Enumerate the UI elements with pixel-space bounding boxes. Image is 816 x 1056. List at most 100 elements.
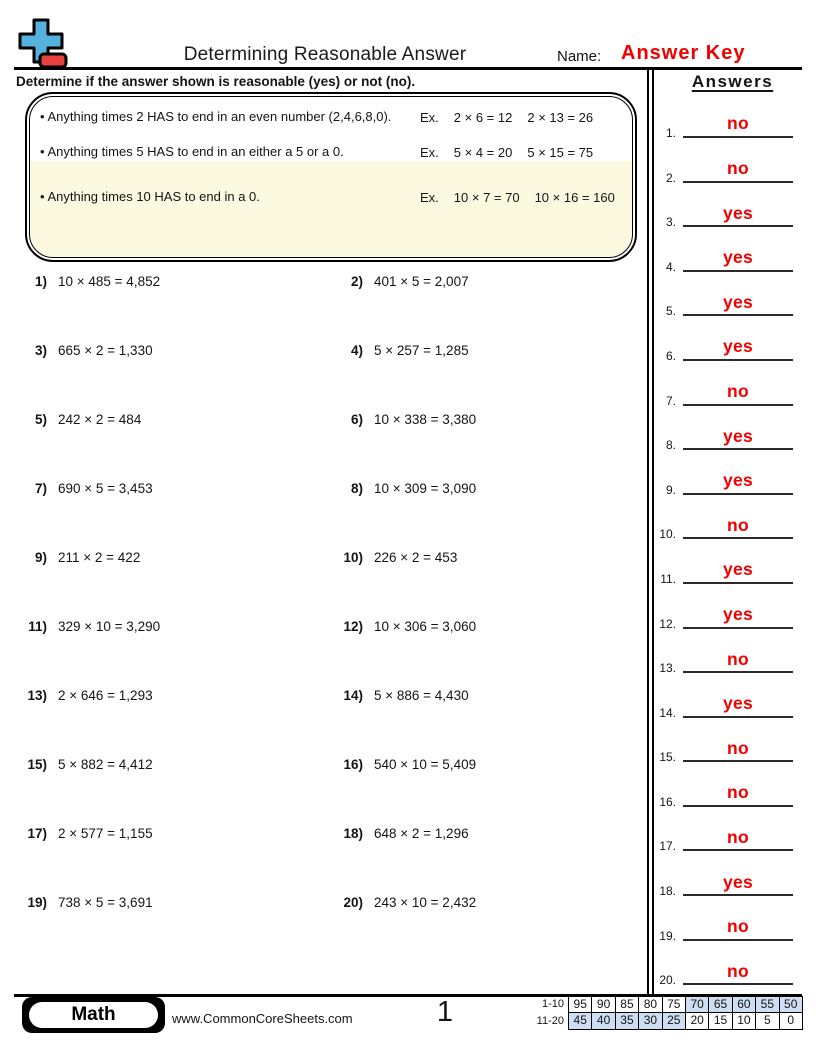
- rule-examples: Ex. 5 × 4 = 20 5 × 15 = 75: [420, 145, 593, 160]
- answer-value: no: [727, 737, 749, 758]
- answer-value: yes: [722, 247, 754, 268]
- problem-number: 12): [343, 619, 363, 634]
- score-cell: 45: [569, 1013, 593, 1030]
- problem-equation: 5 × 257 = 1,285: [374, 343, 469, 358]
- answer-value: yes: [722, 470, 754, 491]
- score-row-1-10: 1-10 95 90 85 80 75 70 65 60 55 50: [528, 996, 803, 1013]
- answer-number: 15.: [659, 750, 676, 765]
- answer-value: no: [727, 916, 749, 937]
- problem-equation: 5 × 882 = 4,412: [58, 757, 153, 772]
- subject-badge: Math: [22, 997, 165, 1033]
- answer-blank-line: yes: [683, 866, 793, 897]
- rule-text: • Anything times 5 HAS to end in an eith…: [40, 143, 344, 159]
- example-equation: 2 × 6 = 12: [453, 109, 513, 125]
- problem-number: 7): [34, 481, 47, 496]
- example-equation: 5 × 15 = 75: [527, 144, 594, 160]
- answer-key-text: Answer Key: [621, 42, 746, 64]
- problem-equation: 540 × 10 = 5,409: [374, 757, 477, 772]
- problem-equation: 10 × 306 = 3,060: [374, 619, 477, 634]
- score-cell: 50: [779, 996, 803, 1013]
- problem-9: 9) 211 × 2 = 422: [15, 550, 339, 619]
- rule-row: • Anything times 2 HAS to end in an even…: [40, 109, 624, 126]
- score-cell: 5: [756, 1013, 780, 1030]
- score-cell: 0: [779, 1013, 803, 1030]
- example-equation: 5 × 4 = 20: [453, 144, 513, 160]
- answers-list: 1. no 2. no 3. yes 4. yes 5. yes 6. yes 7. no 8…: [652, 93, 793, 987]
- score-cell: 60: [732, 996, 757, 1013]
- problem-number: 9): [34, 550, 47, 565]
- problem-equation: 690 × 5 = 3,453: [58, 481, 153, 496]
- answer-blank-line: yes: [683, 599, 793, 629]
- answer-item-1: 1. no: [652, 93, 793, 140]
- header-divider: [14, 67, 802, 70]
- scoring-table: 1-10 95 90 85 80 75 70 65 60 55 50 11-20…: [528, 996, 803, 1030]
- problem-number: 5): [34, 412, 47, 427]
- problem-row: 5) 242 × 2 = 484 6) 10 × 338 = 3,380: [15, 412, 647, 481]
- answer-number: 8.: [665, 438, 676, 453]
- problem-equation: 5 × 886 = 4,430: [374, 688, 469, 703]
- problems-list: 1) 10 × 485 = 4,852 2) 401 × 5 = 2,007 3) 6…: [15, 274, 647, 964]
- answer-blank-line: no: [683, 376, 793, 406]
- answer-number: 18.: [659, 884, 676, 899]
- score-cell: 40: [592, 1013, 616, 1030]
- problem-row: 19) 738 × 5 = 3,691 20) 243 × 10 = 2,432: [15, 895, 647, 964]
- problem-number: 8): [350, 481, 363, 496]
- rule-examples: Ex. 10 × 7 = 70 10 × 16 = 160: [420, 190, 615, 205]
- problem-18: 18) 648 × 2 = 1,296: [339, 826, 647, 895]
- problem-row: 15) 5 × 882 = 4,412 16) 540 × 10 = 5,409: [15, 757, 647, 826]
- problem-number: 3): [34, 343, 47, 358]
- problem-row: 7) 690 × 5 = 3,453 8) 10 × 309 = 3,090: [15, 481, 647, 550]
- answer-item-6: 6. yes: [652, 316, 793, 363]
- score-cell: 85: [615, 996, 640, 1013]
- answer-item-15: 15. no: [652, 718, 793, 765]
- problem-equation: 2 × 646 = 1,293: [58, 688, 153, 703]
- problem-equation: 665 × 2 = 1,330: [58, 343, 153, 358]
- rule-text: • Anything times 10 HAS to end in a 0.: [40, 188, 260, 204]
- answer-value: no: [727, 514, 749, 535]
- answer-item-3: 3. yes: [652, 183, 793, 229]
- answer-value: yes: [722, 336, 754, 357]
- answer-blank-line: yes: [683, 465, 793, 495]
- problem-17: 17) 2 × 577 = 1,155: [15, 826, 339, 895]
- answer-blank-line: yes: [683, 197, 793, 228]
- worksheet-instruction: Determine if the answer shown is reasona…: [16, 74, 416, 89]
- example-label: Ex.: [420, 144, 439, 160]
- problem-equation: 10 × 338 = 3,380: [374, 412, 477, 427]
- answer-blank-line: no: [683, 821, 793, 852]
- website-url: www.CommonCoreSheets.com: [172, 1011, 353, 1026]
- problem-number: 14): [343, 688, 363, 703]
- problem-row: 13) 2 × 646 = 1,293 14) 5 × 886 = 4,430: [15, 688, 647, 757]
- score-cell: 80: [639, 996, 663, 1013]
- problem-13: 13) 2 × 646 = 1,293: [15, 688, 339, 757]
- answer-number: 16.: [659, 794, 676, 809]
- problem-number: 1): [34, 274, 47, 289]
- answer-item-9: 9. yes: [652, 450, 793, 497]
- answer-value: yes: [722, 291, 754, 312]
- score-row-label: 1-10: [541, 998, 564, 1010]
- score-cell: 70: [685, 996, 710, 1013]
- rules-box-inner: • Anything times 2 HAS to end in an even…: [29, 96, 633, 258]
- answer-item-17: 17. no: [652, 807, 793, 853]
- page-number: 1: [436, 996, 454, 1028]
- example-equation: 10 × 7 = 70: [453, 189, 520, 205]
- problem-2: 2) 401 × 5 = 2,007: [339, 274, 647, 343]
- answer-item-13: 13. no: [652, 629, 793, 675]
- answer-number: 14.: [659, 705, 676, 720]
- score-row-11-20: 11-20 45 40 35 30 25 20 15 10 5 0: [528, 1013, 803, 1030]
- problem-10: 10) 226 × 2 = 453: [339, 550, 647, 619]
- answer-value: no: [727, 648, 749, 669]
- score-cell: 35: [615, 1013, 640, 1030]
- answers-heading: Answers: [691, 72, 774, 91]
- answer-number: 5.: [665, 304, 676, 319]
- problem-16: 16) 540 × 10 = 5,409: [339, 757, 647, 826]
- problem-equation: 243 × 10 = 2,432: [374, 895, 477, 910]
- answer-number: 11.: [660, 571, 676, 586]
- answer-item-20: 20. no: [652, 941, 793, 987]
- problem-equation: 242 × 2 = 484: [58, 412, 142, 427]
- answer-number: 7.: [665, 393, 676, 408]
- problem-5: 5) 242 × 2 = 484: [15, 412, 339, 481]
- answer-number: 1.: [665, 125, 676, 140]
- answer-number: 6.: [665, 348, 676, 363]
- score-cell: 15: [709, 1013, 733, 1030]
- score-cells: 95 90 85 80 75 70 65 60 55 50: [568, 996, 803, 1013]
